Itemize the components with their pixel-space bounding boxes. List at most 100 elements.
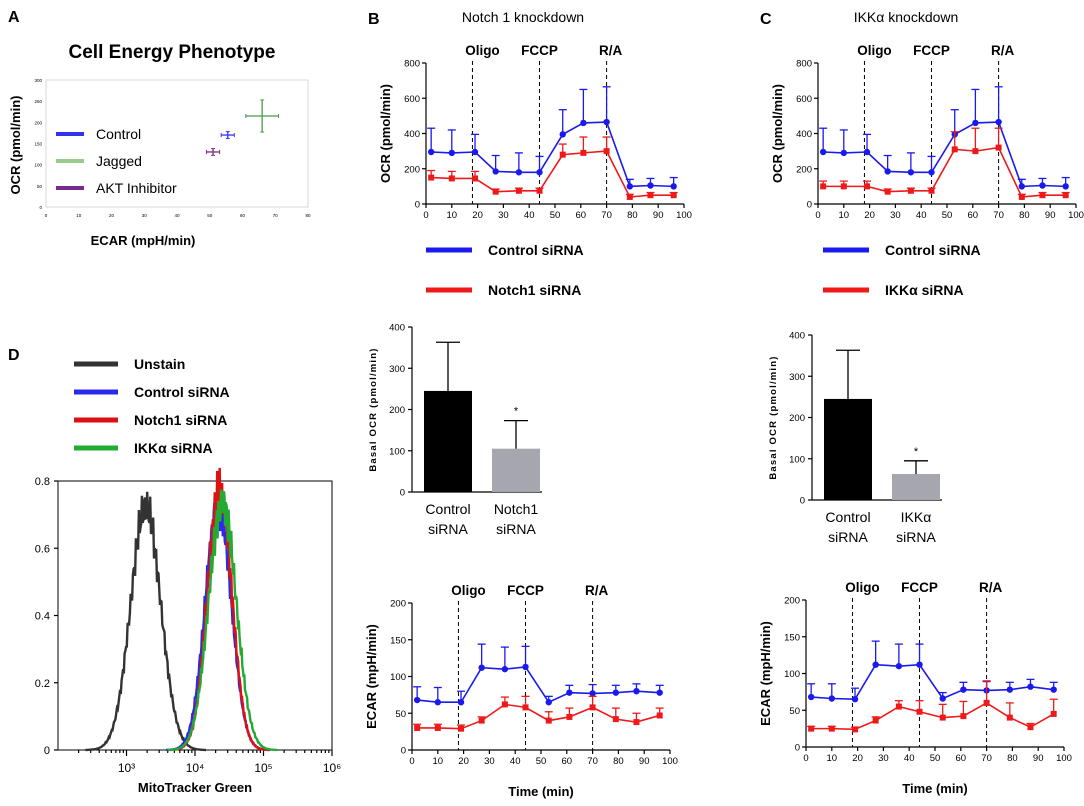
data-point: [907, 169, 915, 176]
series-line: [823, 121, 1066, 188]
injection-label: FCCP: [913, 43, 950, 58]
data-point: [819, 148, 827, 156]
x-tick-label: 10: [827, 753, 838, 764]
category-label: Control: [425, 501, 470, 517]
data-point: [478, 664, 485, 671]
injection-label: R/A: [585, 583, 609, 598]
data-point: [670, 183, 677, 190]
series-line: [823, 146, 1066, 198]
y-tick-label: 200: [789, 413, 805, 424]
data-point: [1006, 686, 1014, 693]
data-point: [972, 119, 979, 127]
series-line: [431, 150, 674, 198]
y-tick-label: 0: [795, 743, 800, 754]
significance-mark: *: [914, 446, 919, 458]
x-tick-label: 30: [484, 756, 495, 767]
data-point: [471, 148, 479, 156]
chart-title: Cell Energy Phenotype: [69, 42, 276, 63]
x-axis-label: ECAR (mpH/min): [91, 233, 196, 248]
legend-label: Jagged: [96, 153, 142, 169]
data-point: [589, 690, 596, 697]
data-point: [647, 192, 654, 199]
data-point: [545, 717, 552, 724]
x-tick-label: 60: [562, 756, 573, 767]
y-tick-label: 800: [796, 59, 812, 70]
x-tick-label: 100: [676, 210, 692, 221]
legend-label: Control siRNA: [488, 242, 584, 258]
y-tick-label: 300: [389, 364, 405, 375]
data-point: [427, 148, 435, 156]
y-tick-label: 100: [390, 672, 406, 683]
category-label: siRNA: [896, 529, 936, 545]
x-tick-label: 10⁵: [254, 761, 272, 775]
x-tick-label: 90: [653, 210, 664, 221]
x-tick-label: 70: [273, 213, 279, 218]
x-tick-label: 100: [662, 756, 678, 767]
y-tick-label: 300: [34, 78, 42, 83]
category-label: Control: [825, 509, 870, 525]
panel-b-ocr-chart: Notch 1 knockdown 0 200 400 600 800 0 10 20 30 40 5…: [378, 9, 692, 298]
injection-label: Oligo: [845, 580, 880, 595]
injection-label: Oligo: [465, 43, 500, 58]
x-axis-label: Time (min): [902, 781, 968, 796]
data-point: [863, 148, 871, 156]
y-axis-label: Basal OCR (pmol/min): [768, 355, 779, 479]
data-point: [626, 193, 633, 200]
bar: [492, 448, 540, 492]
y-tick-label: 800: [404, 59, 420, 70]
data-point: [852, 726, 859, 733]
data-point: [633, 688, 640, 695]
data-point: [1062, 192, 1069, 199]
data-point: [501, 701, 508, 708]
x-tick-label: 40: [904, 753, 915, 764]
significance-mark: *: [514, 406, 519, 418]
data-point: [448, 175, 455, 182]
x-tick-label: 80: [613, 756, 624, 767]
x-tick-label: 80: [305, 213, 311, 218]
x-tick-label: 60: [576, 210, 587, 221]
data-point: [536, 169, 543, 176]
y-tick-label: 200: [784, 596, 800, 607]
injection-label: FCCP: [521, 43, 558, 58]
y-tick-label: 100: [789, 454, 805, 465]
data-point: [656, 712, 663, 719]
x-tick-label: 100: [1068, 210, 1084, 221]
y-tick-label: 150: [784, 632, 800, 643]
series-line: [417, 666, 660, 704]
data-point: [626, 183, 634, 190]
x-tick-label: 20: [458, 756, 469, 767]
bar: [824, 398, 872, 500]
x-tick-label: 50: [550, 210, 561, 221]
data-point: [807, 693, 815, 701]
y-tick-label: 200: [404, 164, 420, 175]
injection-label: FCCP: [507, 583, 544, 598]
y-tick-label: 0: [800, 496, 805, 507]
panel-c-ocr-chart: IKKα knockdown 0 200 400 600 800 0 10 20 30 40 50 60…: [770, 9, 1084, 298]
legend-label: Control siRNA: [134, 384, 230, 400]
data-point: [895, 703, 902, 710]
injection-label: Oligo: [857, 43, 892, 58]
data-point: [1050, 710, 1057, 717]
x-tick-label: 60: [968, 210, 979, 221]
x-tick-label: 20: [864, 210, 875, 221]
y-tick-label: 0: [415, 200, 420, 211]
y-tick-label: 250: [34, 99, 42, 104]
panel-letter-d: D: [8, 347, 20, 364]
data-point: [872, 661, 879, 668]
y-axis-label: OCR (pmol/min): [378, 84, 393, 183]
x-tick-label: 50: [207, 213, 213, 218]
data-point: [960, 686, 967, 693]
data-point: [928, 187, 935, 194]
data-point: [1027, 724, 1034, 731]
data-point: [492, 188, 499, 195]
panel-a-cell-energy-chart: Cell Energy Phenotype 0 50 100 150 200 250 300 0…: [8, 42, 311, 248]
x-axis-label: Time (min): [508, 784, 574, 799]
data-point: [840, 183, 847, 190]
y-tick-label: 0: [401, 746, 406, 757]
y-tick-label: 0: [807, 200, 812, 211]
y-tick-label: 200: [390, 599, 406, 610]
data-point: [928, 169, 935, 176]
y-tick-label: 400: [404, 129, 420, 140]
y-tick-label: 100: [389, 446, 405, 457]
data-point: [612, 689, 620, 696]
